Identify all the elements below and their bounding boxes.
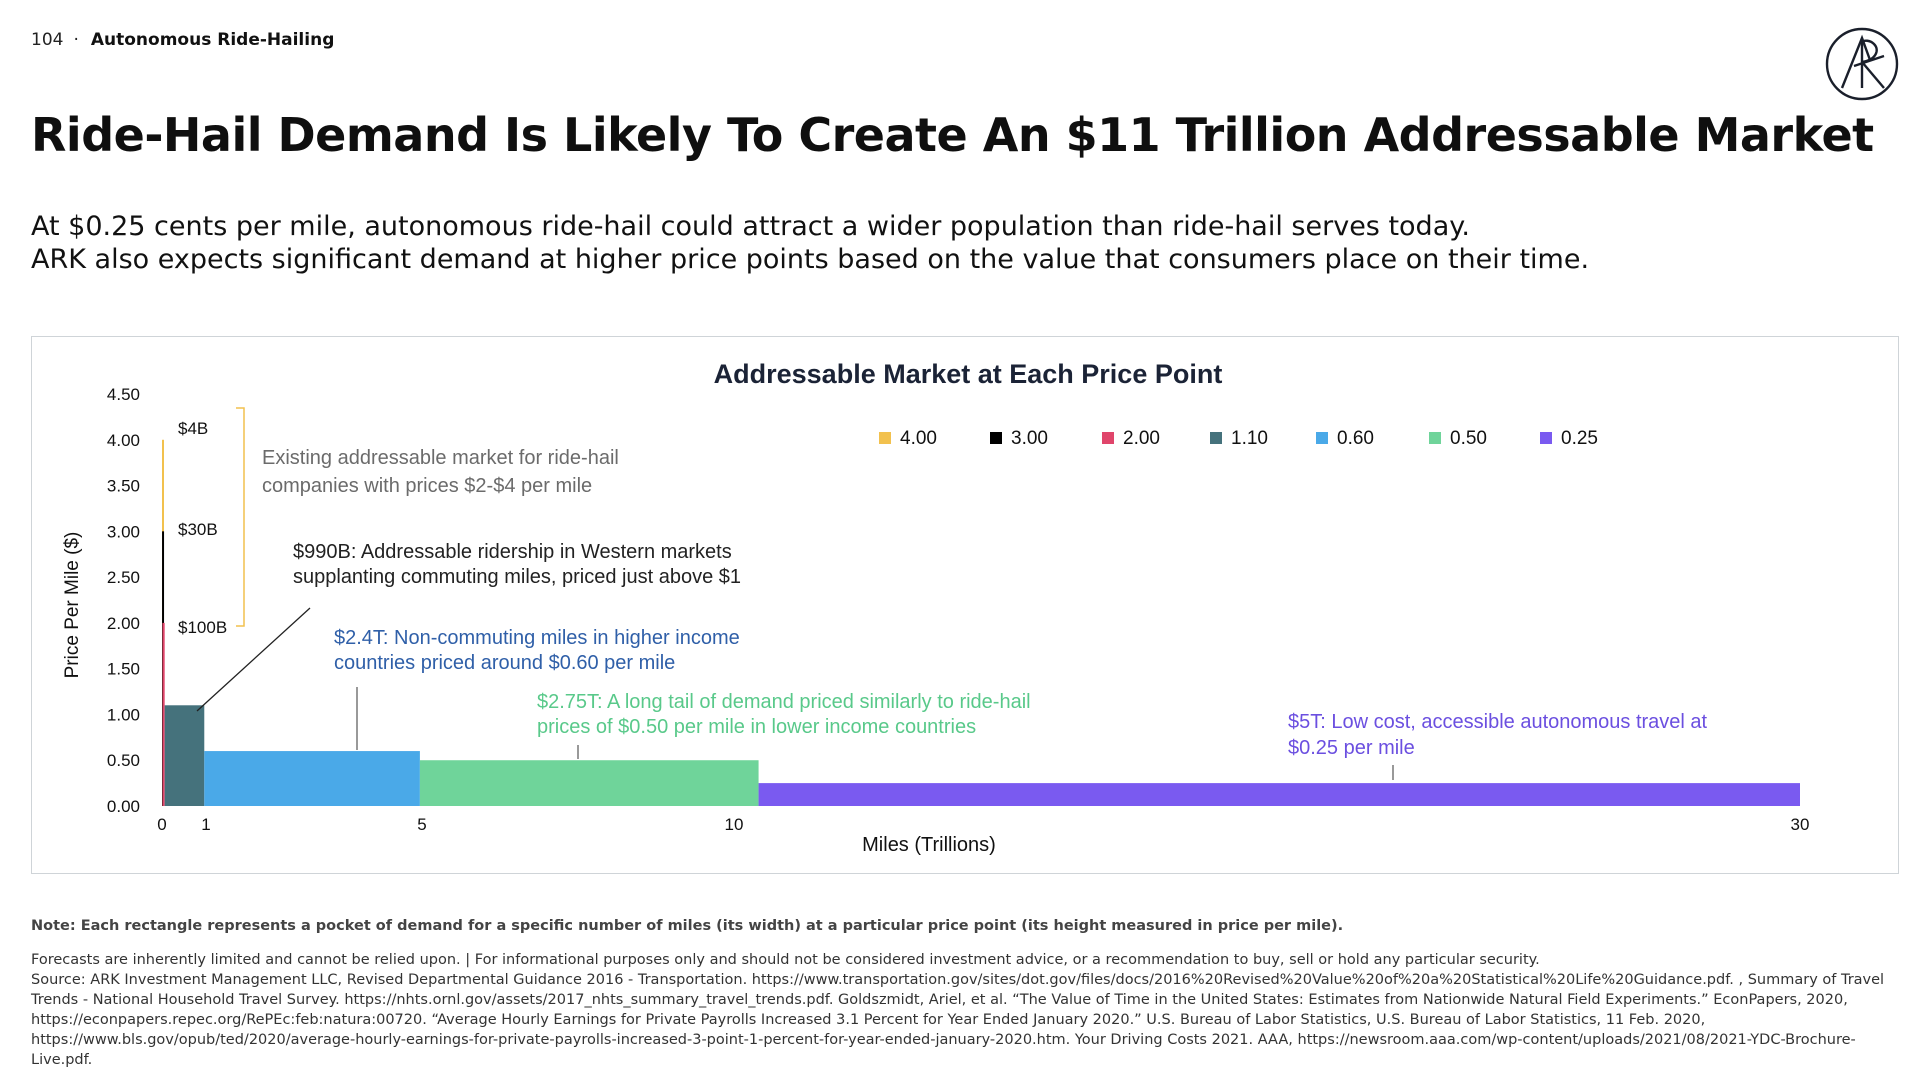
chart-note: Note: Each rectangle represents a pocket… [31, 918, 1344, 934]
x-axis-ticks: 0 1 5 10 30 [157, 815, 1809, 834]
header-separator: · [73, 30, 79, 50]
legend-label: 1.10 [1231, 428, 1268, 449]
disclaimer-text: Forecasts are inherently limited and can… [31, 952, 1540, 968]
legend-label: 4.00 [900, 428, 937, 449]
legend-swatch [879, 432, 891, 444]
annotation-990b-line-2: supplanting commuting miles, priced just… [293, 566, 741, 588]
bar-0-60 [204, 751, 420, 806]
legend-label: 0.50 [1450, 428, 1487, 449]
legend-swatch [990, 432, 1002, 444]
x-tick-label: 5 [417, 815, 426, 834]
legend-swatch [1316, 432, 1328, 444]
annotation-990b-leader [196, 607, 311, 712]
annotation-existing-line-2: companies with prices $2-$4 per mile [262, 475, 592, 497]
annotation-2-4t-line-2: countries priced around $0.60 per mile [334, 652, 675, 674]
y-tick-label: 3.50 [107, 477, 140, 496]
page-number: 104 [31, 30, 64, 50]
bar-2-00 [162, 622, 165, 806]
y-tick-label: 3.00 [107, 522, 140, 541]
y-tick-label: 2.00 [107, 614, 140, 633]
bar-1-10 [164, 705, 205, 806]
chart-legend: 4.00 3.00 2.00 1.10 0.60 0.50 0.25 [879, 428, 1598, 449]
legend-swatch [1540, 432, 1552, 444]
bar-0-25 [758, 783, 1800, 806]
legend-label: 2.00 [1123, 428, 1160, 449]
y-tick-label: 1.50 [107, 660, 140, 679]
y-tick-label: 0.50 [107, 751, 140, 770]
value-label-4b: $4B [178, 419, 208, 438]
y-tick-label: 4.00 [107, 431, 140, 450]
x-tick-label: 0 [157, 815, 166, 834]
existing-market-bracket [236, 407, 245, 627]
y-axis-ticks: 0.00 0.50 1.00 1.50 2.00 2.50 3.00 3.50 4.00 4.50 [107, 385, 140, 816]
ark-logo-icon [1824, 26, 1900, 106]
section-title: Autonomous Ride-Hailing [90, 30, 335, 50]
annotation-existing-line-1: Existing addressable market for ride-hai… [262, 447, 619, 469]
annotation-2-75t-line-2: prices of $0.50 per mile in lower income… [537, 716, 976, 738]
x-axis-label: Miles (Trillions) [862, 834, 996, 856]
chart-panel: Addressable Market at Each Price Point P… [31, 336, 1899, 874]
top-bar: 104 · Autonomous Ride-Hailing [31, 30, 334, 50]
annotation-990b-line-1: $990B: Addressable ridership in Western … [293, 541, 732, 563]
legend-swatch [1102, 432, 1114, 444]
page-subtitle: At $0.25 cents per mile, autonomous ride… [31, 210, 1589, 276]
annotation-2-75t-line-1: $2.75T: A long tail of demand priced sim… [537, 691, 1031, 713]
legend-label: 3.00 [1011, 428, 1048, 449]
x-tick-label: 1 [201, 815, 210, 834]
value-label-100b: $100B [178, 618, 227, 637]
legend-label: 0.60 [1337, 428, 1374, 449]
legend-label: 0.25 [1561, 428, 1598, 449]
addressable-market-chart: Addressable Market at Each Price Point P… [62, 359, 1809, 856]
subtitle-line-2: ARK also expects significant demand at h… [31, 244, 1590, 275]
y-axis-label: Price Per Mile ($) [62, 532, 83, 679]
chart-bars [162, 439, 1800, 806]
legend-swatch [1429, 432, 1441, 444]
x-tick-label: 30 [1791, 815, 1810, 834]
x-tick-label: 10 [725, 815, 744, 834]
footer-fine-print: Forecasts are inherently limited and can… [31, 950, 1891, 1070]
y-tick-label: 0.00 [107, 797, 140, 816]
bar-0-50 [419, 760, 759, 806]
y-tick-label: 4.50 [107, 385, 140, 404]
y-tick-label: 1.00 [107, 705, 140, 724]
y-tick-label: 2.50 [107, 568, 140, 587]
annotation-5t-line-2: $0.25 per mile [1288, 737, 1415, 759]
page-title: Ride-Hail Demand Is Likely To Create An … [31, 108, 1874, 162]
annotation-2-4t-line-1: $2.4T: Non-commuting miles in higher inc… [334, 627, 740, 649]
legend-swatch [1210, 432, 1222, 444]
value-label-30b: $30B [178, 520, 218, 539]
source-text: Source: ARK Investment Management LLC, R… [31, 972, 1885, 1068]
subtitle-line-1: At $0.25 cents per mile, autonomous ride… [31, 211, 1470, 242]
annotation-5t-line-1: $5T: Low cost, accessible autonomous tra… [1288, 711, 1708, 733]
chart-title: Addressable Market at Each Price Point [714, 359, 1223, 389]
